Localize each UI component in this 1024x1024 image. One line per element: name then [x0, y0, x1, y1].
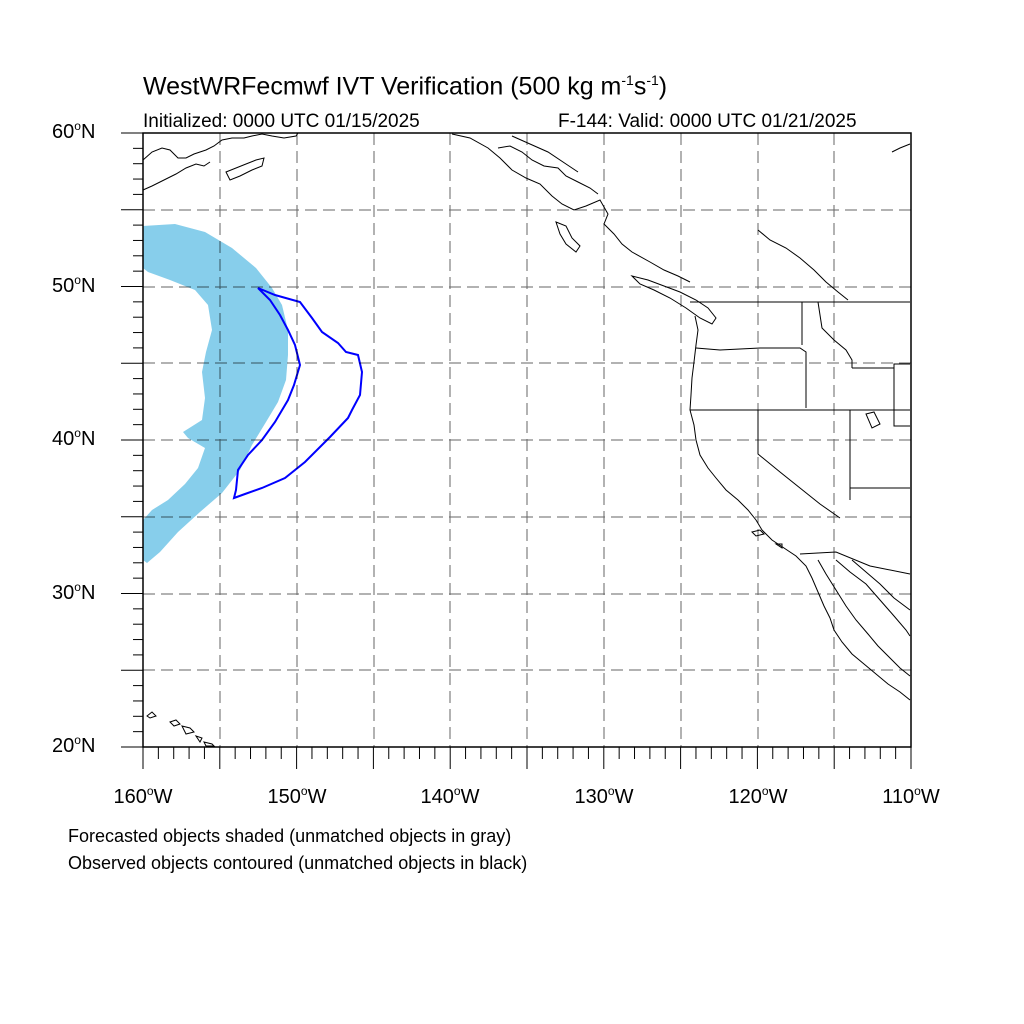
lat-label-50n: 50oN [52, 273, 96, 297]
lat-label-60n: 60oN [52, 119, 96, 143]
lon-label-130w: 130oW [574, 784, 634, 808]
coastlines [142, 132, 911, 747]
legend-observed: Observed objects contoured (unmatched ob… [68, 853, 528, 873]
initialized-time: Initialized: 0000 UTC 01/15/2025 [143, 111, 420, 132]
observed-object-contour [232, 287, 364, 500]
axis-ticks [121, 132, 912, 769]
lon-label-120w: 120oW [728, 784, 788, 808]
lon-label-160w: 160oW [113, 784, 173, 808]
lon-label-140w: 140oW [420, 784, 480, 808]
lat-label-40n: 40oN [52, 426, 96, 450]
map-title: WestWRFecmwf IVT Verification (500 kg m-… [143, 72, 668, 101]
valid-time: F-144: Valid: 0000 UTC 01/21/2025 [558, 111, 857, 132]
legend-forecast: Forecasted objects shaded (unmatched obj… [68, 826, 512, 846]
political-borders [690, 301, 911, 575]
forecast-object-shaded [143, 224, 288, 563]
lon-label-110w: 110oW [882, 784, 940, 808]
lon-label-150w: 150oW [267, 784, 327, 808]
lat-label-20n: 20oN [52, 733, 96, 757]
lat-lon-grid [143, 133, 911, 747]
lat-label-30n: 30oN [52, 580, 96, 604]
